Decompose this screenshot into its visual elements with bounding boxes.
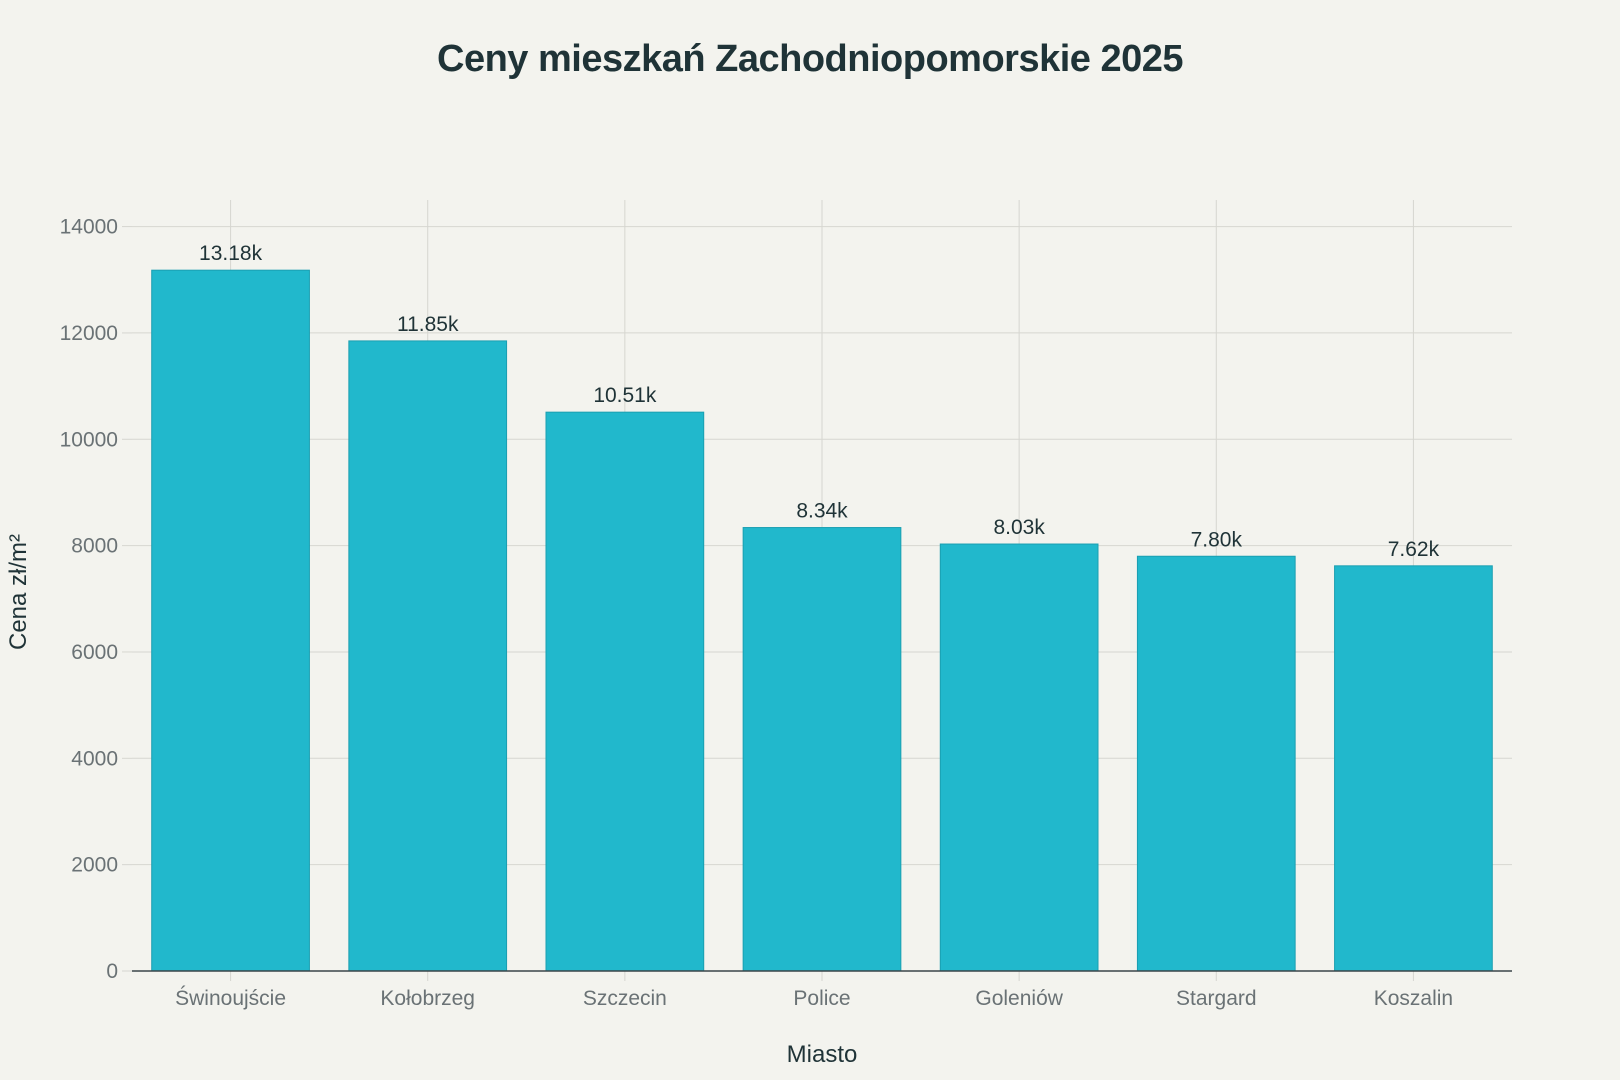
data-labels: 13.18k 11.85k 10.51k 8.34k 8.03k 7.80k 7.62k [199, 242, 1440, 561]
y-tick-label: 4000 [71, 747, 118, 770]
bar[interactable] [1334, 565, 1493, 972]
x-tick-label: Szczecin [583, 987, 667, 1010]
bar[interactable] [742, 527, 902, 972]
x-tick-label: Kołobrzeg [380, 987, 475, 1010]
data-label: 8.34k [796, 500, 848, 523]
y-axis-title: Cena zł/m² [5, 534, 32, 650]
y-tick-label: 10000 [60, 428, 118, 451]
bar[interactable] [939, 543, 1099, 972]
data-label: 7.62k [1388, 538, 1440, 561]
y-tick-label: 8000 [71, 535, 118, 558]
bar[interactable] [348, 340, 508, 972]
data-label: 10.51k [593, 384, 657, 407]
y-tick-label: 14000 [60, 216, 118, 239]
data-label: 13.18k [199, 242, 263, 265]
data-label: 7.80k [1191, 528, 1243, 551]
axes: 0 2000 4000 6000 8000 10000 12000 14000 Świnoujś… [60, 216, 1512, 1010]
chart-title: Ceny mieszkań Zachodniopomorskie 2025 [437, 38, 1184, 80]
x-tick-label: Goleniów [975, 987, 1063, 1010]
bar[interactable] [1136, 555, 1296, 972]
x-tick-label: Koszalin [1374, 987, 1453, 1010]
x-tick-label: Stargard [1176, 987, 1257, 1010]
y-tick-label: 6000 [71, 641, 118, 664]
data-label: 8.03k [993, 516, 1045, 539]
y-tick-label: 0 [106, 960, 118, 983]
x-axis-title: Miasto [787, 1041, 858, 1068]
data-label: 11.85k [397, 313, 459, 336]
x-tick-label: Police [793, 987, 850, 1010]
bar[interactable] [545, 411, 705, 972]
bar[interactable] [151, 269, 310, 972]
x-tick-label: Świnoujście [175, 986, 286, 1010]
y-tick-label: 2000 [71, 854, 118, 877]
y-tick-label: 12000 [60, 322, 118, 345]
bars [151, 269, 1493, 972]
